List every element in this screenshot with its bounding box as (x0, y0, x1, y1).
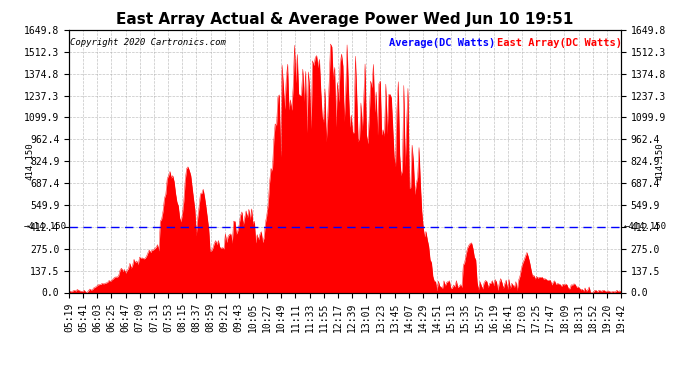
Text: Copyright 2020 Cartronics.com: Copyright 2020 Cartronics.com (70, 38, 226, 47)
Text: 414.150: 414.150 (655, 142, 664, 180)
Title: East Array Actual & Average Power Wed Jun 10 19:51: East Array Actual & Average Power Wed Ju… (117, 12, 573, 27)
Text: 414.150: 414.150 (26, 142, 35, 180)
Text: Average(DC Watts): Average(DC Watts) (389, 38, 495, 48)
Text: ←414.150: ←414.150 (624, 222, 667, 231)
Text: East Array(DC Watts): East Array(DC Watts) (497, 38, 622, 48)
Text: →414.150: →414.150 (23, 222, 66, 231)
